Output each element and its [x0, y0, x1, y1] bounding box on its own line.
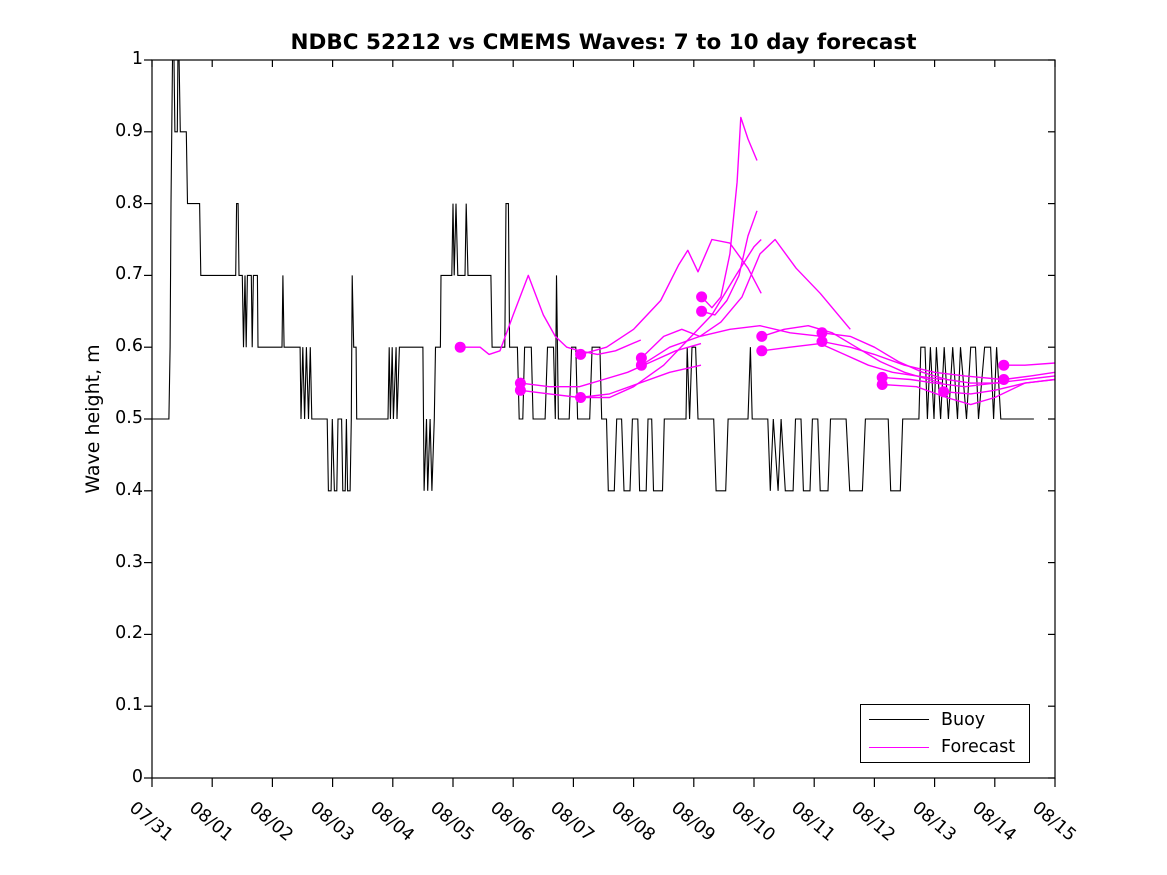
forecast-line	[701, 210, 758, 316]
forecast-line	[520, 342, 702, 388]
y-tick-label: 1	[131, 49, 143, 69]
forecast-line	[1003, 362, 1056, 366]
forecast-line	[821, 340, 1003, 381]
legend-entry-forecast: Forecast	[861, 734, 1029, 760]
forecast-line	[640, 238, 851, 359]
forecast-start-marker	[575, 348, 587, 360]
forecast-start-marker	[756, 330, 768, 342]
forecast-line	[1003, 371, 1056, 381]
chart-title: NDBC 52212 vs CMEMS Waves: 7 to 10 day f…	[290, 30, 917, 55]
forecast-line	[580, 238, 762, 356]
legend-entry-buoy: Buoy	[861, 707, 1029, 733]
legend-label-buoy: Buoy	[941, 709, 986, 730]
forecast-line-swatch	[869, 746, 929, 748]
y-tick-label: 0.3	[115, 551, 143, 572]
legend: Buoy Forecast	[860, 704, 1030, 763]
forecast-line	[943, 378, 1056, 395]
forecast-start-marker	[696, 291, 708, 303]
forecast-start-marker	[998, 359, 1010, 371]
forecast-start-marker	[696, 305, 708, 317]
y-tick-label: 0	[131, 767, 143, 787]
y-tick-label: 0.2	[115, 623, 143, 644]
forecast-line	[520, 364, 702, 399]
forecast-start-marker	[454, 341, 466, 353]
y-tick-label: 0.7	[115, 264, 143, 285]
y-tick-label: 0.4	[115, 479, 143, 500]
forecast-start-marker	[816, 336, 828, 347]
forecast-start-marker	[514, 384, 526, 396]
forecast-line	[641, 325, 823, 366]
legend-label-forecast: Forecast	[941, 737, 1016, 758]
y-tick-label: 0.6	[115, 336, 143, 357]
y-tick-label: 0.1	[115, 695, 143, 716]
y-tick-label: 0.8	[115, 192, 143, 213]
forecast-start-marker	[816, 327, 828, 339]
forecast-start-marker	[575, 392, 587, 403]
buoy-line-swatch	[869, 719, 929, 721]
forecast-line	[580, 239, 762, 399]
forecast-line	[882, 375, 1056, 388]
forecast-line	[460, 274, 642, 356]
forecast-start-marker	[635, 359, 647, 371]
forecast-line	[761, 342, 943, 381]
y-tick-label: 0.9	[115, 120, 143, 141]
buoy-line	[152, 59, 1034, 492]
forecast-line	[761, 325, 943, 384]
forecast-start-marker	[756, 345, 768, 357]
forecast-line	[701, 116, 758, 309]
forecast-start-marker	[938, 386, 950, 398]
forecast-start-marker	[998, 374, 1010, 385]
y-tick-label: 0.5	[115, 408, 143, 428]
forecast-start-marker	[876, 379, 888, 390]
